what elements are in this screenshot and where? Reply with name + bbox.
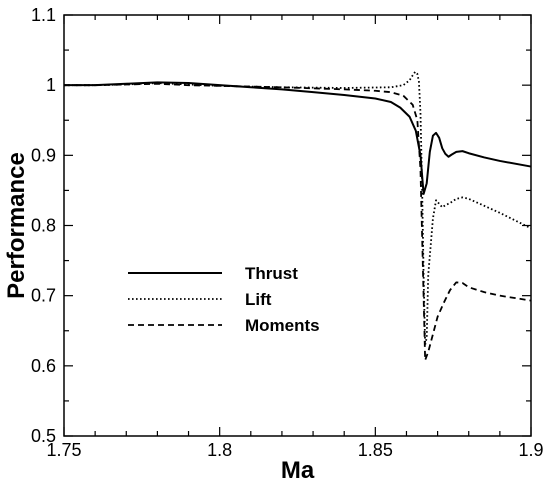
y-tick-label: 0.5 [31,426,56,446]
y-tick-label: 0.7 [31,286,56,306]
x-tick-label: 1.8 [207,440,232,460]
y-axis-title: Performance [3,152,30,299]
axis-ticks [63,14,532,437]
y-tick-label: 1 [46,75,56,95]
series-line-lift [64,70,532,346]
y-tick-label: 0.6 [31,356,56,376]
x-tick-label: 1.75 [46,440,81,460]
x-axis-title: Ma [281,457,315,484]
series-line-moments [64,82,532,362]
y-tick-label: 0.9 [31,145,56,165]
legend-label-lift: Lift [245,290,272,309]
y-tick-label: 1.1 [31,5,56,25]
x-tick-label: 1.85 [358,440,393,460]
y-tick-label: 0.8 [31,216,56,236]
legend: Thrust Lift Moments [128,264,320,335]
legend-label-thrust: Thrust [245,264,298,283]
legend-label-moments: Moments [245,316,320,335]
axis-tick-labels: 1.75 1.8 1.85 1.9 0.5 0.6 0.7 0.8 0.9 1 1.1 [31,5,544,460]
plot-lines [64,70,532,362]
x-tick-label: 1.9 [518,440,543,460]
series-line-thrust [64,81,532,195]
plot-frame [63,14,532,437]
